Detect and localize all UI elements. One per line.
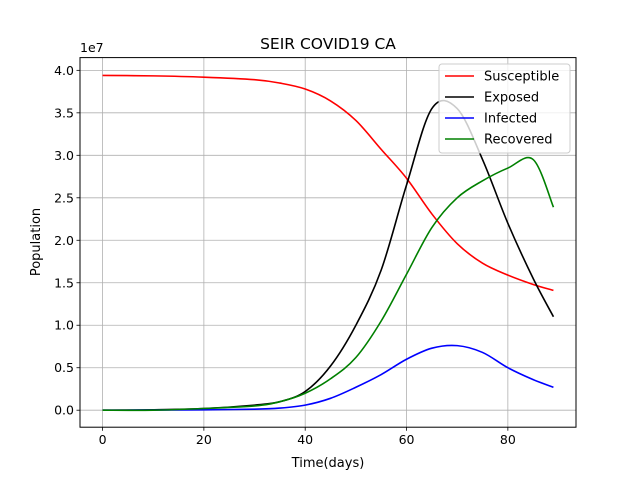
y-scale-label: 1e7 [80,40,104,55]
legend-label-exposed: Exposed [484,91,539,106]
x-tick-label: 40 [297,432,313,447]
chart-title: SEIR COVID19 CA [260,35,396,53]
y-tick-label: 0.5 [54,360,74,375]
x-tick-label: 80 [500,432,516,447]
y-tick-label: 2.0 [54,233,74,248]
y-tick-label: 1.0 [54,318,74,333]
x-tick-label: 0 [99,432,107,447]
x-tick-label: 20 [196,432,212,447]
series-line-infected [102,344,554,412]
plot-area [102,74,555,412]
y-tick-label: 3.0 [54,148,74,163]
series-line-recovered [102,156,555,412]
y-tick-label: 1.5 [54,275,74,290]
legend-label-infected: Infected [484,112,537,127]
series-line-susceptible [102,74,554,292]
grid [80,57,576,428]
legend: Susceptible Exposed Infected Recovered [438,63,571,154]
y-tick-label: 2.5 [54,190,74,205]
y-tick-label: 3.5 [54,105,74,120]
legend-box [438,63,571,154]
axes-frame [79,57,577,428]
x-tick-label: 60 [399,432,415,447]
legend-label-susceptible: Susceptible [484,70,559,85]
legend-label-recovered: Recovered [484,133,553,148]
y-tick-label: 4.0 [54,63,74,78]
y-axis: 0.0 0.5 1.0 1.5 2.0 2.5 3.0 3.5 4.0 [54,63,80,418]
x-axis-label: Time(days) [291,456,365,471]
y-tick-label: 0.0 [54,403,74,418]
y-axis-label: Population [29,208,44,276]
x-axis: 0 20 40 60 80 [99,427,516,447]
